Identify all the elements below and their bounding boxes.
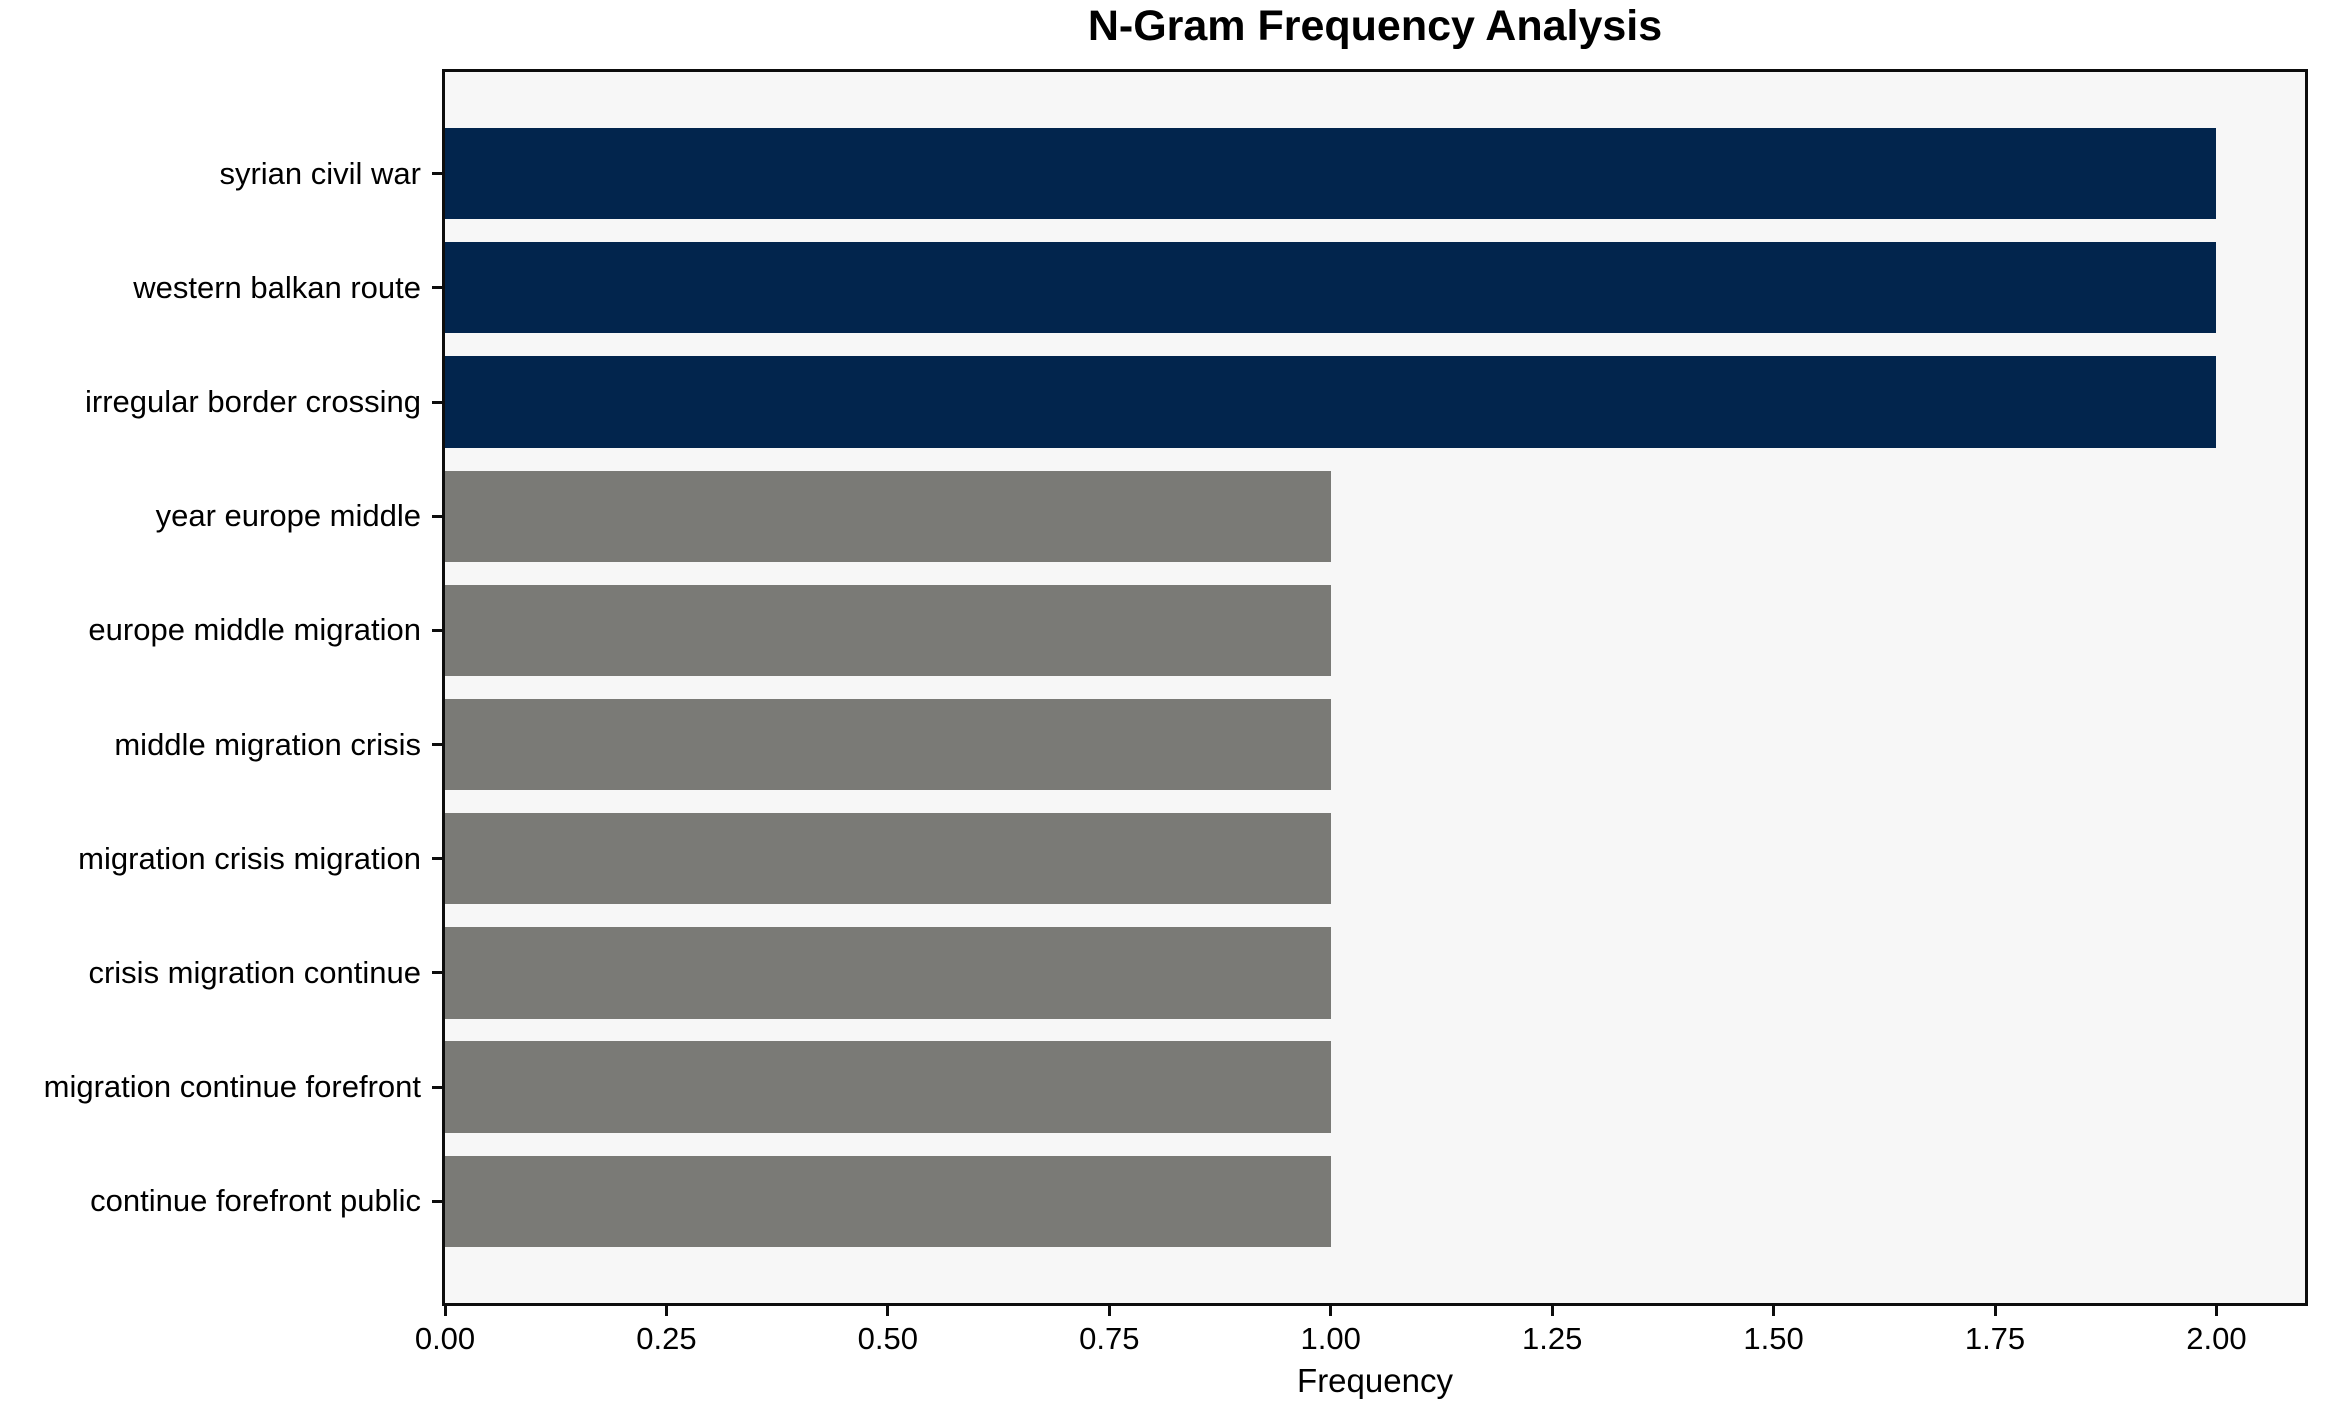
y-tick-label: crisis migration continue bbox=[88, 954, 421, 990]
y-tick-label: continue forefront public bbox=[90, 1183, 421, 1219]
x-tick-mark bbox=[1550, 1303, 1554, 1316]
x-tick-label: 0.75 bbox=[1079, 1321, 1140, 1356]
y-tick-label: migration continue forefront bbox=[43, 1069, 421, 1105]
y-tick-label: western balkan route bbox=[133, 269, 421, 305]
x-axis-label: Frequency bbox=[1297, 1362, 1453, 1399]
bar bbox=[445, 698, 1331, 791]
x-tick-mark bbox=[1772, 1303, 1776, 1316]
x-tick-label: 1.25 bbox=[1521, 1321, 1583, 1356]
y-tick-mark bbox=[432, 857, 444, 861]
bar bbox=[445, 1041, 1331, 1133]
x-tick-label: 1.00 bbox=[1300, 1321, 1361, 1356]
x-tick-label: 0.00 bbox=[414, 1321, 476, 1356]
y-tick-label: migration crisis migration bbox=[78, 840, 421, 876]
y-tick-label: syrian civil war bbox=[219, 155, 421, 191]
x-tick-label: 0.50 bbox=[857, 1321, 919, 1356]
bar bbox=[445, 1155, 1331, 1248]
chart-title: N-Gram Frequency Analysis bbox=[1087, 2, 1663, 50]
bar bbox=[445, 242, 2217, 334]
y-tick-label: europe middle migration bbox=[88, 612, 421, 648]
x-tick-mark bbox=[1107, 1303, 1111, 1316]
y-tick-label: middle migration crisis bbox=[114, 726, 421, 762]
x-tick-mark bbox=[443, 1303, 447, 1316]
y-tick-mark bbox=[432, 400, 444, 404]
y-tick-mark bbox=[432, 743, 444, 747]
bar bbox=[445, 356, 2217, 448]
bar bbox=[445, 470, 1331, 562]
y-tick-mark bbox=[432, 172, 444, 176]
x-tick-mark bbox=[2214, 1303, 2218, 1316]
y-tick-mark bbox=[432, 286, 444, 290]
x-tick-mark bbox=[886, 1303, 890, 1316]
bar bbox=[445, 927, 1331, 1019]
x-tick-mark bbox=[664, 1303, 668, 1316]
y-tick-mark bbox=[432, 1085, 444, 1089]
x-tick-label: 1.50 bbox=[1743, 1321, 1804, 1356]
y-tick-mark bbox=[432, 514, 444, 518]
x-tick-label: 1.75 bbox=[1964, 1321, 2026, 1356]
bar bbox=[445, 127, 2217, 220]
x-tick-label: 2.00 bbox=[2186, 1321, 2247, 1356]
y-tick-mark bbox=[432, 628, 444, 632]
x-tick-label: 0.25 bbox=[636, 1321, 697, 1356]
plot-area bbox=[445, 72, 2305, 1303]
y-tick-mark bbox=[432, 971, 444, 975]
y-tick-mark bbox=[432, 1199, 444, 1203]
bar bbox=[445, 813, 1331, 905]
x-tick-mark bbox=[1329, 1303, 1333, 1316]
bar bbox=[445, 584, 1331, 677]
y-tick-label: irregular border crossing bbox=[85, 384, 421, 420]
x-tick-mark bbox=[1993, 1303, 1997, 1316]
y-tick-label: year europe middle bbox=[155, 498, 421, 534]
